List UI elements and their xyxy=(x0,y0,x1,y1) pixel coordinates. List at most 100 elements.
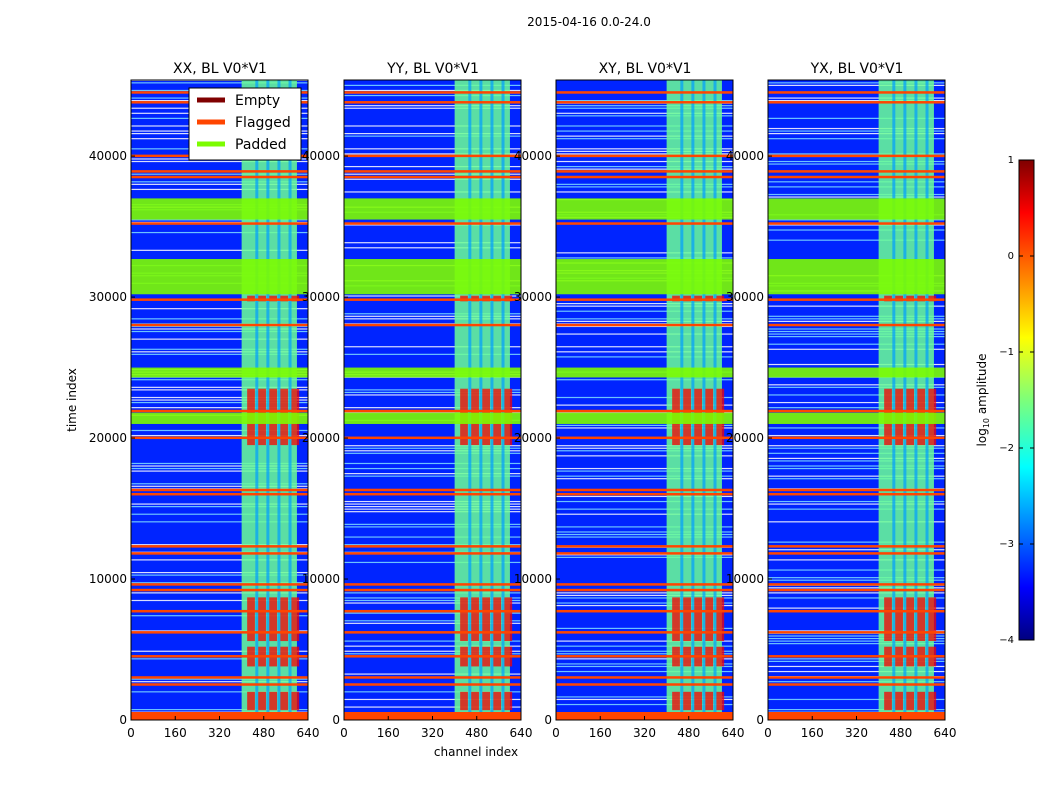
heatmap-streak xyxy=(131,249,308,251)
heatmap-streak xyxy=(344,462,521,465)
x-tick-label: 160 xyxy=(589,726,612,740)
flagged-row xyxy=(131,436,308,440)
heatmap-streak xyxy=(556,135,733,137)
heatmap-rfi-block xyxy=(884,691,892,711)
flagged-row xyxy=(556,583,733,586)
flagged-row xyxy=(556,588,733,592)
heatmap-streak xyxy=(344,165,521,168)
heatmap-rfi-block xyxy=(471,691,479,711)
heatmap-rfi-block xyxy=(672,597,680,642)
flagged-row xyxy=(768,436,945,440)
heatmap-streak xyxy=(768,315,945,317)
heatmap-streak xyxy=(344,447,521,449)
heatmap-streak xyxy=(768,478,945,480)
heatmap-streak xyxy=(344,599,521,602)
heatmap-streak xyxy=(768,97,945,99)
heatmap-streak xyxy=(131,658,308,660)
heatmap-rfi-block xyxy=(884,597,892,642)
heatmap-streak xyxy=(768,681,945,683)
heatmap-streak xyxy=(768,549,945,551)
heatmap-rfi-block xyxy=(928,691,937,711)
y-tick-label: 0 xyxy=(332,713,340,727)
heatmap-streak xyxy=(768,318,945,320)
flagged-row xyxy=(344,175,521,179)
heatmap-streak xyxy=(556,556,733,558)
heatmap-streak xyxy=(344,173,521,175)
panel-axes: 0 160 320 480 640 0 10000 20000 30000 40000 xyxy=(514,79,744,740)
flagged-row xyxy=(768,170,945,173)
heatmap-streak xyxy=(131,462,308,465)
heatmap-streak xyxy=(768,579,945,581)
heatmap-streak xyxy=(768,637,945,640)
heatmap-streak xyxy=(344,526,521,528)
heatmap-streak xyxy=(131,544,308,546)
heatmap-streak xyxy=(131,348,308,350)
heatmap-streak xyxy=(344,407,521,409)
heatmap-streak xyxy=(344,508,521,510)
colorbar-label: log10 amplitude xyxy=(975,354,991,447)
panel: YX, BL V0*V1 0 160 320 480 640 0 10000 20000 300… xyxy=(726,61,957,740)
heatmap-streak xyxy=(556,508,733,510)
heatmap-rfi-block xyxy=(504,597,513,642)
padded-block xyxy=(556,198,733,220)
heatmap-streak xyxy=(768,541,945,543)
heatmap-streak xyxy=(556,100,733,102)
x-tick-label: 320 xyxy=(633,726,656,740)
heatmap-streak xyxy=(556,604,733,607)
heatmap-streak xyxy=(344,698,521,701)
heatmap-rfi-block xyxy=(291,597,300,642)
heatmap-streak xyxy=(768,127,945,130)
flagged-row xyxy=(131,676,308,679)
heatmap-streak xyxy=(556,107,733,109)
heatmap-rfi-block xyxy=(917,691,926,711)
y-tick-label: 20000 xyxy=(514,431,552,445)
heatmap-streak xyxy=(768,224,945,226)
flagged-row xyxy=(768,488,945,492)
heatmap-streak xyxy=(556,475,733,477)
flagged-row xyxy=(768,298,945,301)
heatmap-streak xyxy=(556,427,733,429)
heatmap-streak xyxy=(131,465,308,467)
heatmap-streak xyxy=(768,434,945,437)
heatmap-streak xyxy=(768,100,945,102)
y-axis-label: time index xyxy=(65,368,79,432)
flagged-row xyxy=(344,545,521,548)
heatmap-streak xyxy=(556,526,733,528)
heatmap-channel-gap xyxy=(490,80,494,720)
flagged-row xyxy=(556,631,733,634)
heatmap-streak xyxy=(768,592,945,594)
heatmap-streak xyxy=(344,133,521,135)
y-tick-label: 0 xyxy=(119,713,127,727)
flagged-row xyxy=(768,545,945,548)
padded-block xyxy=(768,198,945,220)
heatmap-streak xyxy=(556,602,733,604)
heatmap-streak xyxy=(131,325,308,328)
heatmap-streak xyxy=(131,328,308,330)
flagged-row xyxy=(556,655,733,658)
padded-block xyxy=(344,259,521,295)
padded-block xyxy=(768,259,945,295)
x-tick-label: 320 xyxy=(208,726,231,740)
heatmap-channel-gap xyxy=(266,80,270,720)
flagged-row xyxy=(344,170,521,173)
y-tick-label: 30000 xyxy=(514,290,552,304)
heatmap-streak xyxy=(556,533,733,536)
heatmap-streak xyxy=(344,315,521,317)
heatmap-streak xyxy=(344,650,521,652)
flagged-row xyxy=(768,655,945,658)
colorbar-ticks: 1 0 −1 −2 −3 −4 xyxy=(999,155,1034,646)
panel-plot xyxy=(131,79,308,720)
heatmap-streak xyxy=(131,630,308,632)
heatmap-streak xyxy=(344,353,521,355)
x-tick-label: 640 xyxy=(934,726,957,740)
flagged-row xyxy=(556,492,733,496)
heatmap-streak xyxy=(344,544,521,546)
flagged-row xyxy=(131,545,308,548)
heatmap-streak xyxy=(768,508,945,510)
x-tick-label: 160 xyxy=(801,726,824,740)
heatmap-streak xyxy=(768,239,945,241)
heatmap-streak xyxy=(131,82,308,84)
flagged-row xyxy=(344,609,521,613)
colorbar-tick-label: 1 xyxy=(1008,155,1014,166)
y-tick-label: 10000 xyxy=(726,572,764,586)
